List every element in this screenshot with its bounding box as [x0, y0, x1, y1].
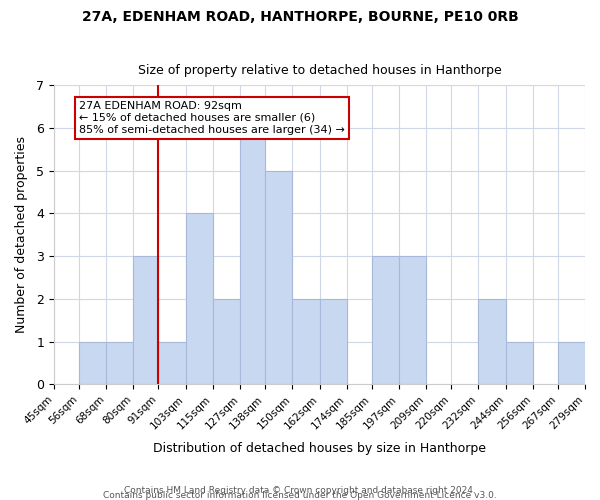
Bar: [292, 299, 320, 384]
Text: Contains public sector information licensed under the Open Government Licence v3: Contains public sector information licen…: [103, 491, 497, 500]
Bar: [320, 299, 347, 384]
Bar: [106, 342, 133, 384]
Bar: [372, 256, 399, 384]
Y-axis label: Number of detached properties: Number of detached properties: [15, 136, 28, 333]
Bar: [399, 256, 426, 384]
Text: 27A EDENHAM ROAD: 92sqm
← 15% of detached houses are smaller (6)
85% of semi-det: 27A EDENHAM ROAD: 92sqm ← 15% of detache…: [79, 102, 345, 134]
Title: Size of property relative to detached houses in Hanthorpe: Size of property relative to detached ho…: [137, 64, 502, 77]
Bar: [240, 128, 265, 384]
Bar: [478, 299, 506, 384]
X-axis label: Distribution of detached houses by size in Hanthorpe: Distribution of detached houses by size …: [153, 442, 486, 455]
Text: Contains HM Land Registry data © Crown copyright and database right 2024.: Contains HM Land Registry data © Crown c…: [124, 486, 476, 495]
Bar: [158, 342, 185, 384]
Text: 27A, EDENHAM ROAD, HANTHORPE, BOURNE, PE10 0RB: 27A, EDENHAM ROAD, HANTHORPE, BOURNE, PE…: [82, 10, 518, 24]
Bar: [79, 342, 106, 384]
Bar: [133, 256, 158, 384]
Bar: [506, 342, 533, 384]
Bar: [558, 342, 585, 384]
Bar: [185, 214, 213, 384]
Bar: [213, 299, 240, 384]
Bar: [265, 170, 292, 384]
